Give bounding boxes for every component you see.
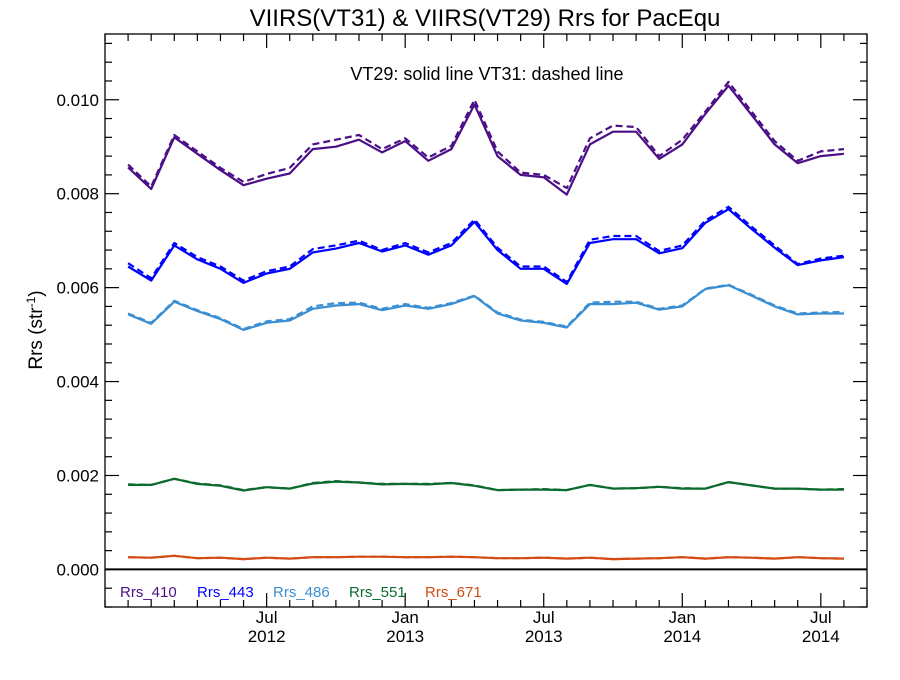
legend-item-rrs-410: Rrs_410 bbox=[120, 584, 177, 601]
x-tick-label-year: 2012 bbox=[248, 627, 286, 646]
legend-item-rrs-551: Rrs_551 bbox=[349, 584, 406, 601]
series-line-rrs-486-vt29 bbox=[127, 284, 844, 331]
series-line-rrs-551-vt31 bbox=[128, 477, 844, 492]
y-axis-label-superscript: -1 bbox=[24, 296, 38, 307]
x-tick-label-year: 2013 bbox=[525, 627, 563, 646]
y-axis-label: Rrs (str-1) bbox=[24, 290, 47, 369]
series-line-rrs-551-vt29 bbox=[128, 477, 844, 492]
x-tick-label-month: Jul bbox=[533, 608, 555, 627]
x-tick-label-month: Jul bbox=[256, 608, 278, 627]
x-tick-label-month: Jan bbox=[669, 608, 696, 627]
x-tick-label-year: 2014 bbox=[802, 627, 840, 646]
y-tick-label: 0.010 bbox=[56, 91, 99, 110]
plot-area: 0.0000.0020.0040.0060.0080.010Jul2012Jan… bbox=[56, 33, 868, 646]
series-line-rrs-443-vt31 bbox=[127, 205, 845, 284]
chart-title: VIIRS(VT31) & VIIRS(VT29) Rrs for PacEqu bbox=[250, 5, 721, 32]
x-tick-label-year: 2013 bbox=[386, 627, 424, 646]
x-tick-label-month: Jan bbox=[391, 608, 418, 627]
y-tick-label: 0.002 bbox=[56, 466, 99, 485]
series-line-rrs-410-vt31 bbox=[127, 80, 845, 190]
y-tick-label: 0.008 bbox=[56, 185, 99, 204]
y-tick-label: 0.000 bbox=[56, 560, 99, 579]
legend-item-rrs-486: Rrs_486 bbox=[273, 584, 330, 601]
series-line-rrs-443-vt29 bbox=[127, 208, 845, 285]
y-axis-label-close: ) bbox=[26, 290, 47, 296]
x-tick-label-month: Jul bbox=[810, 608, 832, 627]
y-tick-label: 0.004 bbox=[56, 373, 99, 392]
series-line-rrs-410-vt29 bbox=[127, 84, 845, 196]
legend-item-rrs-443: Rrs_443 bbox=[197, 584, 254, 601]
chart-annotation: VT29: solid line VT31: dashed line bbox=[350, 64, 623, 84]
x-tick-label-year: 2014 bbox=[663, 627, 701, 646]
legend-item-rrs-671: Rrs_671 bbox=[425, 584, 482, 601]
series-line-rrs-671-vt31 bbox=[128, 554, 844, 561]
plot-frame bbox=[104, 33, 868, 608]
series-line-rrs-486-vt31 bbox=[127, 283, 844, 331]
y-axis-label-main: Rrs (str bbox=[26, 307, 47, 370]
y-tick-label: 0.006 bbox=[56, 279, 99, 298]
